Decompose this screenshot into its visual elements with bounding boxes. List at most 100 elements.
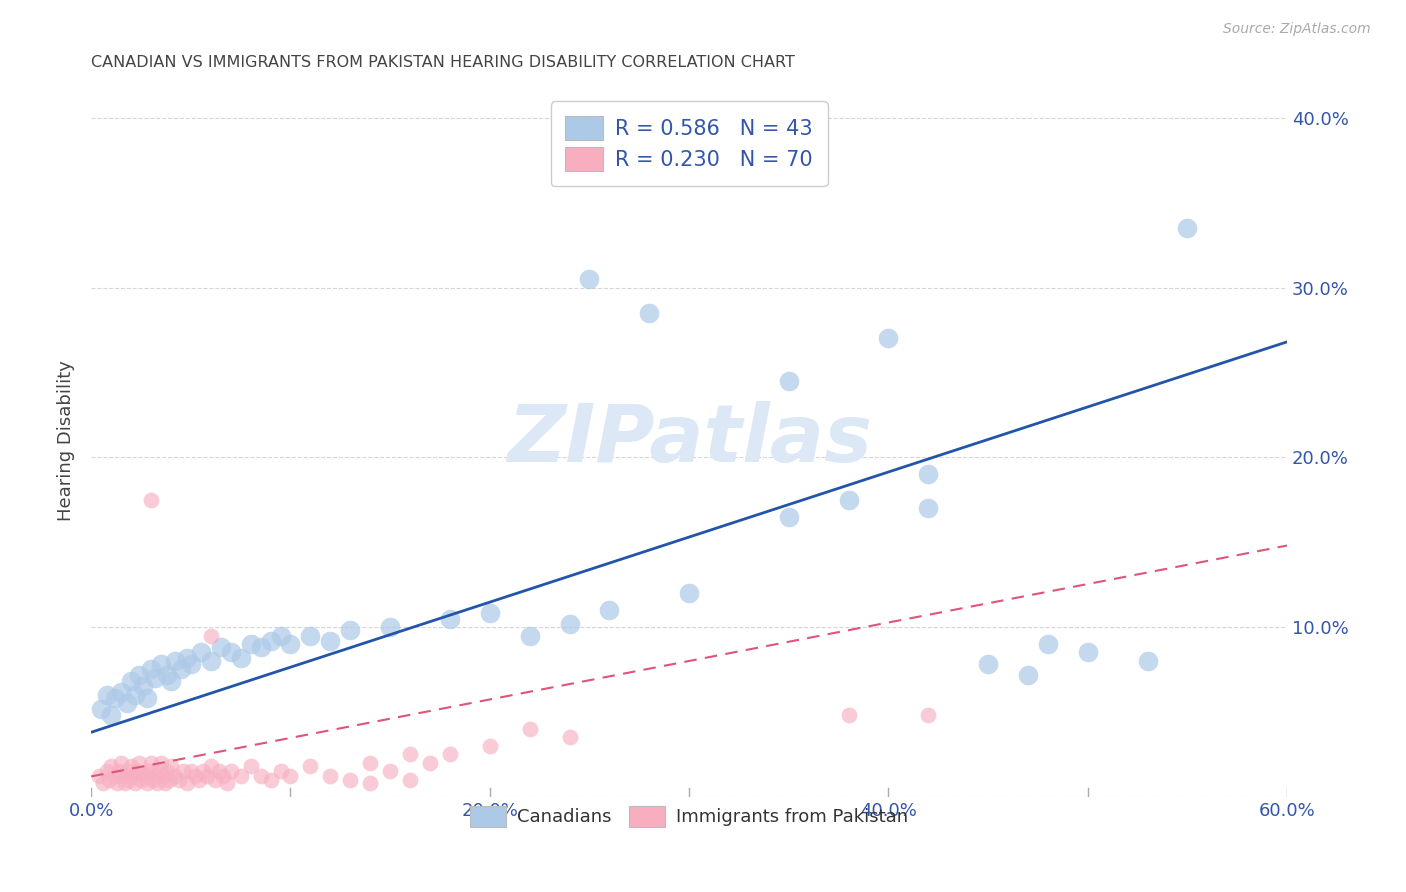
Point xyxy=(209,640,232,655)
Point xyxy=(359,776,381,790)
Point xyxy=(124,688,146,702)
Point xyxy=(977,657,1000,672)
Point xyxy=(124,776,146,790)
Point xyxy=(838,708,860,723)
Point xyxy=(1177,221,1199,235)
Point xyxy=(299,759,322,773)
Point xyxy=(208,764,231,779)
Point xyxy=(163,769,186,783)
Point xyxy=(187,772,209,787)
Point xyxy=(239,759,262,773)
Point xyxy=(100,708,122,723)
Point xyxy=(419,756,441,770)
Point xyxy=(917,708,939,723)
Point xyxy=(211,769,233,783)
Point xyxy=(1077,645,1099,659)
Point xyxy=(378,620,401,634)
Point xyxy=(917,501,939,516)
Point xyxy=(118,772,141,787)
Point xyxy=(439,611,461,625)
Point xyxy=(439,747,461,762)
Point xyxy=(156,667,179,681)
Point xyxy=(138,764,160,779)
Point xyxy=(270,628,292,642)
Point xyxy=(149,657,172,672)
Point xyxy=(98,772,121,787)
Point xyxy=(91,776,114,790)
Text: CANADIAN VS IMMIGRANTS FROM PAKISTAN HEARING DISABILITY CORRELATION CHART: CANADIAN VS IMMIGRANTS FROM PAKISTAN HEA… xyxy=(91,55,794,70)
Point xyxy=(280,769,302,783)
Point xyxy=(128,756,150,770)
Point xyxy=(215,776,238,790)
Point xyxy=(259,633,281,648)
Point xyxy=(156,764,179,779)
Point xyxy=(359,756,381,770)
Point xyxy=(163,654,186,668)
Point xyxy=(176,650,198,665)
Point xyxy=(249,769,271,783)
Text: Source: ZipAtlas.com: Source: ZipAtlas.com xyxy=(1223,22,1371,37)
Point xyxy=(339,772,361,787)
Point xyxy=(148,764,170,779)
Point xyxy=(200,759,222,773)
Point xyxy=(149,756,172,770)
Point xyxy=(558,731,581,745)
Point xyxy=(157,772,180,787)
Point xyxy=(114,776,136,790)
Point xyxy=(195,769,218,783)
Point xyxy=(204,772,226,787)
Point xyxy=(108,764,131,779)
Point xyxy=(558,616,581,631)
Point xyxy=(176,776,198,790)
Point xyxy=(299,628,322,642)
Point xyxy=(136,691,159,706)
Point xyxy=(120,674,142,689)
Point xyxy=(170,663,193,677)
Point xyxy=(160,759,183,773)
Point xyxy=(1136,654,1159,668)
Point xyxy=(129,772,152,787)
Point xyxy=(146,776,169,790)
Legend: Canadians, Immigrants from Pakistan: Canadians, Immigrants from Pakistan xyxy=(463,799,915,834)
Point xyxy=(120,759,142,773)
Point xyxy=(153,776,176,790)
Point xyxy=(152,769,174,783)
Point xyxy=(249,640,271,655)
Point xyxy=(139,663,162,677)
Point xyxy=(239,637,262,651)
Point xyxy=(110,756,132,770)
Point xyxy=(172,764,194,779)
Point xyxy=(115,697,138,711)
Point xyxy=(219,645,242,659)
Point xyxy=(339,624,361,638)
Point xyxy=(90,701,112,715)
Point xyxy=(125,764,148,779)
Point xyxy=(105,776,128,790)
Point xyxy=(877,331,900,345)
Point xyxy=(519,628,541,642)
Y-axis label: Hearing Disability: Hearing Disability xyxy=(58,359,75,521)
Point xyxy=(259,772,281,787)
Point xyxy=(100,759,122,773)
Point xyxy=(132,766,155,780)
Point xyxy=(143,671,166,685)
Point xyxy=(180,657,202,672)
Point xyxy=(180,764,202,779)
Text: ZIPatlas: ZIPatlas xyxy=(506,401,872,479)
Point xyxy=(160,674,183,689)
Point xyxy=(200,654,222,668)
Point xyxy=(270,764,292,779)
Point xyxy=(139,756,162,770)
Point xyxy=(598,603,620,617)
Point xyxy=(132,680,155,694)
Point xyxy=(519,722,541,736)
Point xyxy=(778,509,800,524)
Point xyxy=(229,650,252,665)
Point xyxy=(96,688,118,702)
Point xyxy=(143,769,166,783)
Point xyxy=(167,772,190,787)
Point xyxy=(142,772,165,787)
Point xyxy=(1017,667,1039,681)
Point xyxy=(399,747,422,762)
Point xyxy=(122,769,145,783)
